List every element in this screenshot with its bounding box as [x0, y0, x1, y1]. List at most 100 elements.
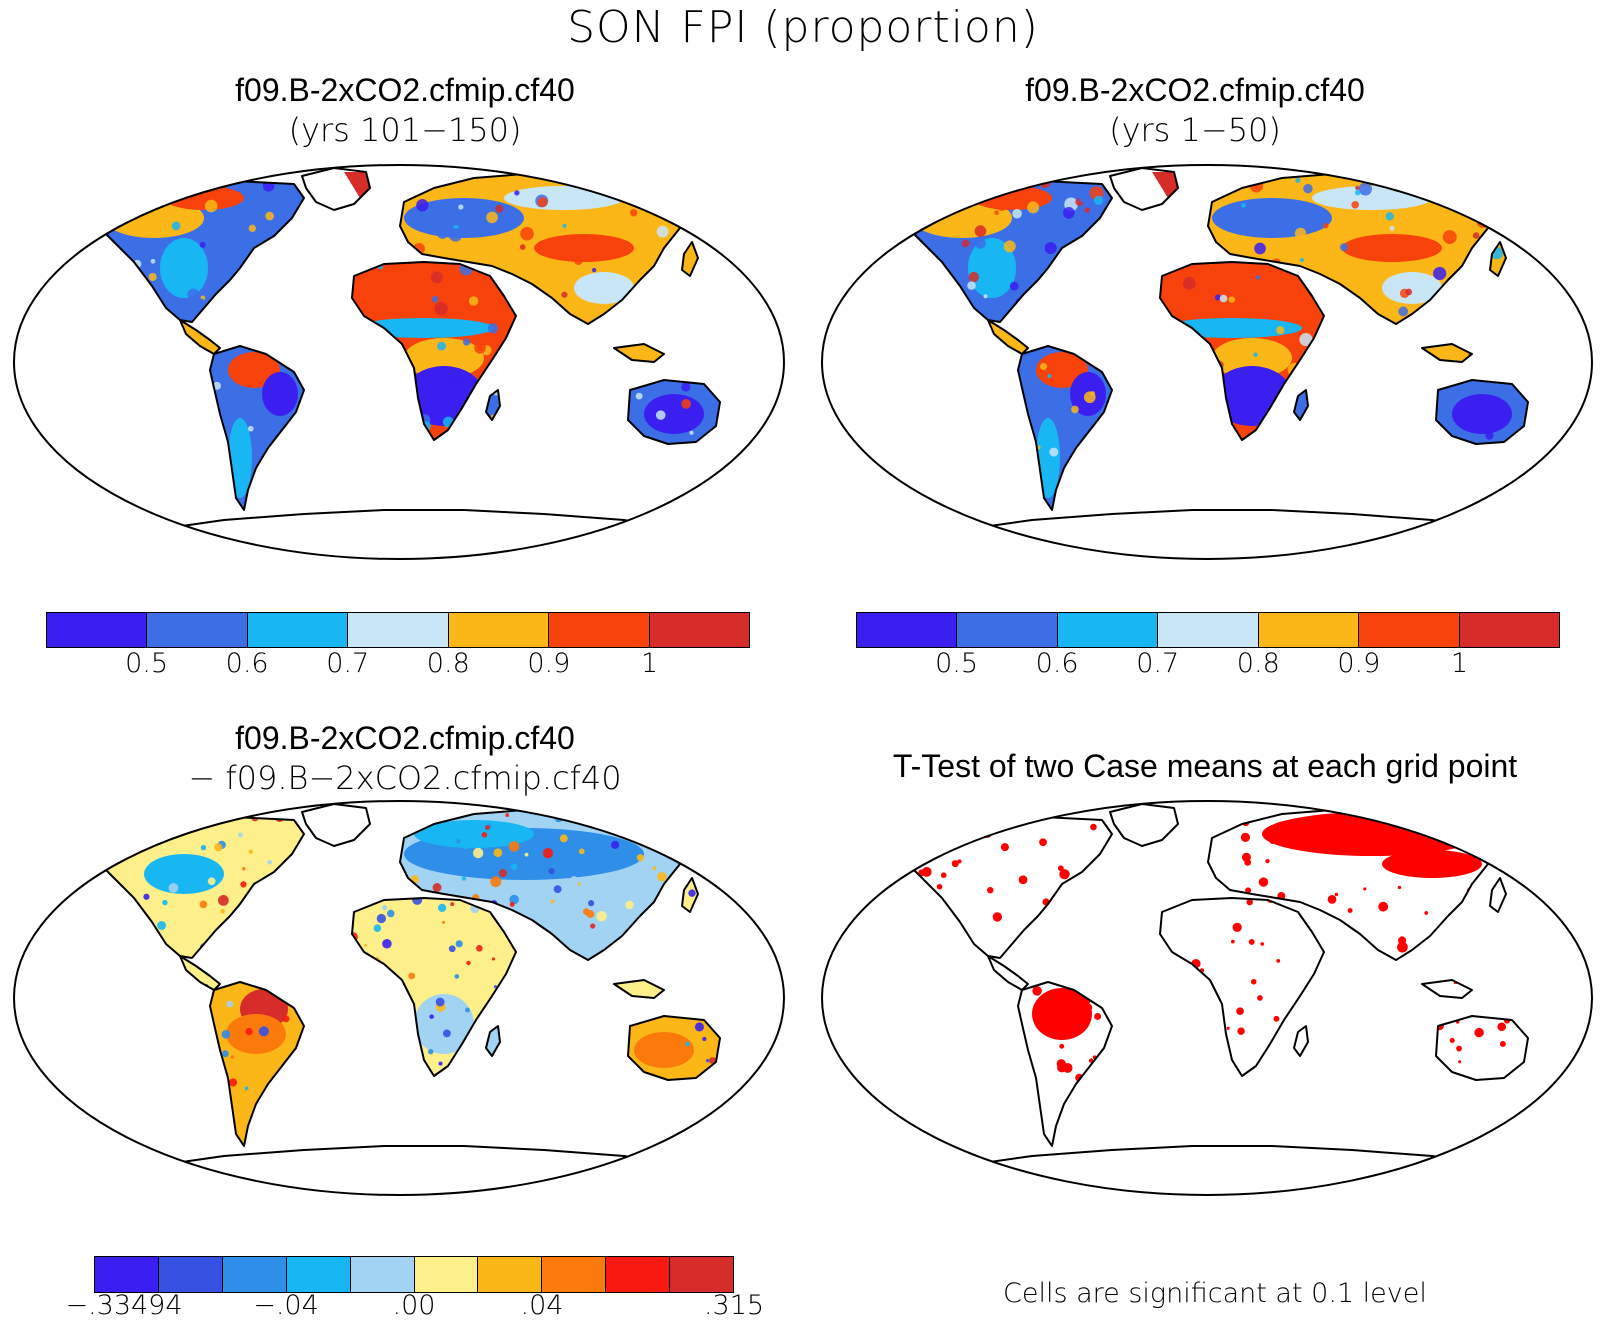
- significant-cell: [1437, 863, 1444, 869]
- field-cell: [199, 900, 208, 909]
- field-cell: [974, 225, 987, 237]
- field-cell: [441, 920, 446, 924]
- colorbar-tick-label: 0.5: [125, 648, 169, 679]
- field-region: [534, 234, 634, 262]
- field-cell: [1485, 431, 1494, 440]
- colorbar-tick-label: 1: [1450, 648, 1469, 679]
- coastline: [351, 897, 517, 1077]
- coastline: [1489, 241, 1507, 277]
- coastline: [485, 1025, 501, 1057]
- panel-title-case1: f09.B-2xCO2.cfmip.cf40 (yrs 101−150): [20, 72, 790, 149]
- field-cell: [196, 298, 206, 308]
- colorbar-tick-label: .315: [703, 1290, 765, 1321]
- field-cell: [570, 875, 578, 883]
- field-cell: [110, 856, 118, 864]
- field-cell: [454, 974, 460, 979]
- coastline: [1293, 1025, 1309, 1057]
- colorbar-segment: [222, 1257, 287, 1292]
- field-cell: [1078, 191, 1090, 203]
- coastline: [209, 345, 305, 511]
- significant-cell: [1246, 898, 1253, 906]
- colorbar-segment: [478, 1257, 543, 1292]
- field-cell: [258, 1026, 269, 1037]
- significant-cell: [1231, 939, 1235, 944]
- field-cell: [462, 842, 470, 850]
- field-cell: [994, 210, 999, 216]
- significant-cell: [1068, 1003, 1075, 1011]
- coastline: [1435, 1015, 1529, 1081]
- field-cell: [625, 900, 634, 910]
- coastline: [1017, 345, 1113, 511]
- map-case1: [13, 164, 785, 560]
- field-cell: [983, 239, 994, 250]
- field-cell: [438, 903, 447, 912]
- field-cell: [226, 1000, 234, 1008]
- field-cell: [974, 237, 986, 249]
- colorbar-diff-labels: −.33494 −.04 .00 .04 .315: [65, 1290, 764, 1326]
- field-cell: [491, 957, 495, 961]
- significant-cell: [1458, 1060, 1462, 1064]
- significant-cell: [1236, 1007, 1244, 1016]
- field-cell: [596, 910, 607, 922]
- field-cell: [218, 895, 229, 906]
- field-cell: [508, 841, 520, 852]
- coastline: [1109, 167, 1179, 211]
- field-region: [144, 854, 224, 894]
- field-cell: [519, 244, 526, 250]
- field-cell: [578, 848, 585, 855]
- field-cell: [1276, 326, 1285, 335]
- field-cell: [1354, 189, 1361, 196]
- coastline: [681, 877, 699, 913]
- field-cell: [230, 1055, 235, 1059]
- field-cell: [1093, 195, 1104, 205]
- field-cell: [681, 398, 692, 409]
- coastline: [1421, 979, 1473, 999]
- field-cell: [688, 889, 696, 897]
- field-cell: [636, 854, 645, 862]
- field-cell: [435, 997, 445, 1007]
- field-region: [574, 272, 634, 304]
- significant-cell: [1397, 941, 1408, 953]
- field-cell: [961, 239, 970, 248]
- field-cell: [458, 204, 464, 210]
- significant-cell: [933, 823, 940, 831]
- colorbar-segment: [1057, 613, 1159, 647]
- significant-cell: [957, 859, 962, 864]
- field-cell: [983, 294, 988, 299]
- significant-cell: [1084, 1003, 1093, 1012]
- field-cell: [622, 818, 629, 825]
- field-cell: [637, 182, 649, 193]
- field-cell: [1472, 232, 1480, 239]
- field-region: [972, 186, 1052, 210]
- coastline: [1017, 981, 1113, 1147]
- colorbar-tick-label: .00: [392, 1290, 436, 1321]
- field-cell: [705, 1058, 710, 1063]
- land-madagascar: [486, 390, 500, 420]
- field-cell: [150, 258, 156, 264]
- field-cell: [1294, 227, 1307, 239]
- colorbar-tick-label: 0.9: [1337, 648, 1381, 679]
- field-cell: [629, 209, 638, 217]
- field-cell: [228, 1078, 238, 1087]
- field-region: [344, 172, 370, 198]
- field-cell: [1299, 307, 1310, 319]
- field-region: [1212, 338, 1292, 378]
- significant-cell: [1474, 1027, 1484, 1038]
- field-cell: [656, 225, 669, 238]
- colorbar-tick-label: 0.8: [1236, 648, 1280, 679]
- significant-cell: [1260, 942, 1265, 946]
- field-cell: [448, 945, 456, 953]
- globe-outline: [821, 164, 1593, 560]
- field-cell: [589, 182, 594, 187]
- field-cell: [162, 899, 168, 906]
- colorbar-segment: [350, 1257, 415, 1292]
- field-cell: [514, 190, 520, 196]
- field-cell: [240, 881, 247, 888]
- land-australia: [1436, 1016, 1528, 1080]
- field-region: [414, 820, 534, 848]
- significant-cell: [1378, 901, 1389, 912]
- field-cell: [382, 904, 388, 911]
- field-cell: [187, 288, 200, 301]
- significant-cell: [1334, 892, 1339, 897]
- coastline: [351, 261, 517, 441]
